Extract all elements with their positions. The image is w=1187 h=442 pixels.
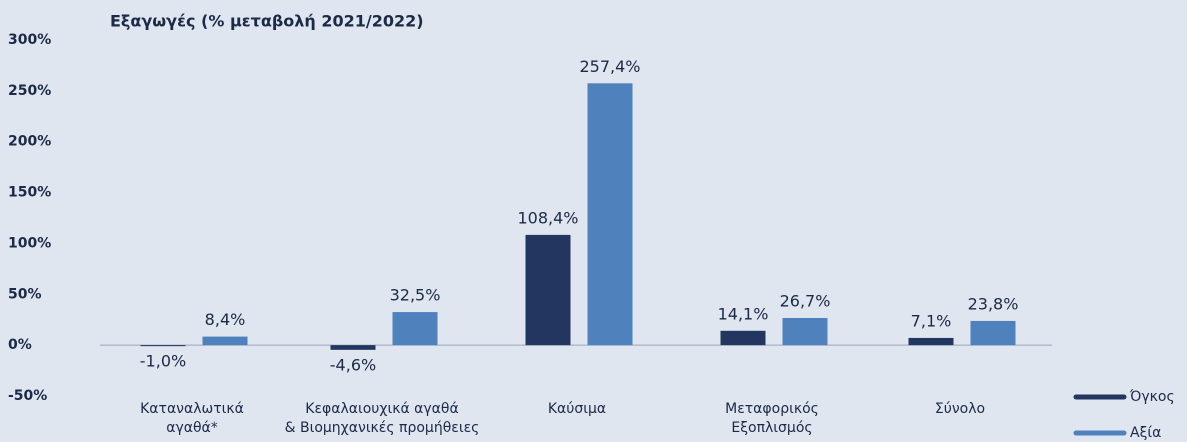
chart-title: Εξαγωγές (% μεταβολή 2021/2022): [110, 12, 424, 31]
legend-label: Αξία: [1130, 425, 1161, 441]
x-tick-label: Εξοπλισμός: [731, 420, 812, 436]
value-label: 8,4%: [205, 310, 246, 329]
y-tick-label: -50%: [8, 388, 47, 404]
value-label: 7,1%: [911, 311, 952, 330]
value-label: 14,1%: [718, 304, 769, 323]
bar: [202, 336, 248, 346]
bar: [587, 83, 633, 346]
value-label: -4,6%: [330, 355, 376, 374]
value-label: 26,7%: [780, 291, 831, 310]
value-label: -1,0%: [140, 352, 186, 371]
bar: [525, 234, 571, 346]
bar: [970, 320, 1016, 346]
y-tick-label: 50%: [8, 286, 42, 302]
x-tick-label: αγαθά*: [166, 420, 218, 436]
value-label: 23,8%: [968, 294, 1019, 313]
y-tick-label: 150%: [8, 185, 51, 201]
x-tick-label: Σύνολο: [935, 401, 985, 417]
bar: [330, 345, 376, 350]
bar: [720, 330, 766, 346]
y-tick-label: 0%: [8, 337, 32, 353]
bar: [782, 317, 828, 346]
value-label: 257,4%: [579, 57, 640, 76]
value-label: 108,4%: [517, 208, 578, 227]
bar: [140, 345, 186, 347]
x-tick-label: & Βιομηχανικές προμήθειες: [285, 420, 480, 436]
x-tick-label: Κεφαλαιουχικά αγαθά: [305, 401, 458, 417]
y-tick-label: 200%: [8, 134, 51, 150]
bar: [908, 337, 954, 346]
x-tick-label: Μεταφορικός: [725, 401, 819, 417]
y-tick-label: 300%: [8, 32, 51, 48]
x-tick-label: Καύσιμα: [548, 401, 606, 417]
bar: [392, 312, 438, 346]
y-tick-label: 100%: [8, 235, 51, 251]
y-tick-label: 250%: [8, 83, 51, 99]
value-label: 32,5%: [390, 286, 441, 305]
x-tick-label: Καταναλωτικά: [140, 401, 244, 417]
legend-label: Όγκος: [1129, 389, 1175, 405]
